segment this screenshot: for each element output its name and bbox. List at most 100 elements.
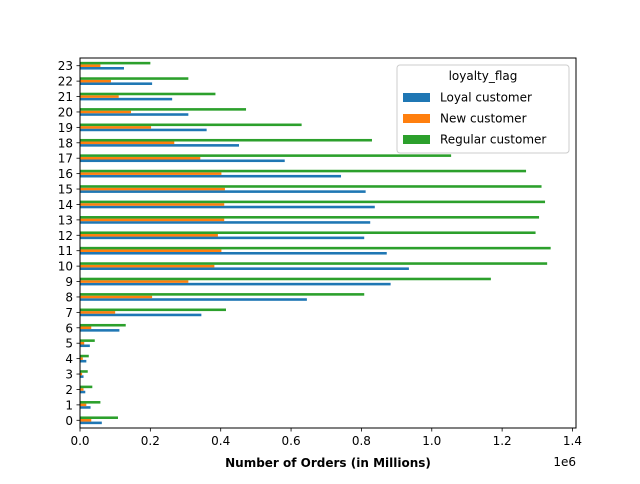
bar-regular-customer-16 <box>80 169 527 173</box>
x-tick-label: 0.6 <box>282 434 301 448</box>
legend-frame <box>396 64 570 154</box>
y-tick-label: 16 <box>58 167 73 181</box>
legend-title: loyalty_flag <box>449 69 518 83</box>
bar-loyal-customer-11 <box>80 251 387 255</box>
bar-loyal-customer-3 <box>80 375 84 378</box>
bar-loyal-customer-16 <box>80 174 342 178</box>
bar-loyal-customer-15 <box>80 190 366 193</box>
y-tick-label: 12 <box>58 229 73 243</box>
bar-regular-customer-17 <box>80 154 452 157</box>
y-tick-label: 6 <box>65 321 73 335</box>
bar-new-customer-0 <box>80 419 92 422</box>
legend-swatch <box>403 135 430 144</box>
y-tick-label: 15 <box>58 183 73 197</box>
bar-new-customer-21 <box>80 95 119 98</box>
y-tick-label: 0 <box>65 414 73 428</box>
bar-regular-customer-11 <box>80 246 551 250</box>
legend-items: Loyal customer New customer Regular custom… <box>403 91 546 147</box>
y-tick-label: 13 <box>58 213 73 227</box>
legend: loyalty_flag Loyal customer New customer R… <box>396 64 570 154</box>
y-tick-label: 18 <box>58 136 73 150</box>
bar-new-customer-20 <box>80 110 132 114</box>
bar-loyal-customer-23 <box>80 66 124 70</box>
bars-group <box>80 61 551 425</box>
legend-swatch <box>403 93 430 102</box>
x-offset-text: 1e6 <box>553 455 576 469</box>
bar-new-customer-12 <box>80 234 218 237</box>
y-tick-label: 5 <box>65 337 73 351</box>
bar-regular-customer-19 <box>80 123 302 127</box>
bar-regular-customer-9 <box>80 277 491 281</box>
axes-frame <box>79 57 577 429</box>
y-tick-label: 14 <box>58 198 73 212</box>
bar-loyal-customer-8 <box>80 298 307 301</box>
bar-new-customer-19 <box>80 126 152 129</box>
bar-regular-customer-4 <box>80 354 89 358</box>
bar-new-customer-16 <box>80 172 222 175</box>
x-tick-label: 1.2 <box>493 434 512 448</box>
bar-regular-customer-2 <box>80 385 93 389</box>
y-tick-label: 2 <box>65 383 73 397</box>
bar-new-customer-13 <box>80 218 225 222</box>
y-tick-label: 4 <box>65 352 73 366</box>
y-tick-label: 21 <box>58 90 73 104</box>
bar-regular-customer-22 <box>80 77 189 80</box>
bar-new-customer-7 <box>80 311 116 314</box>
bar-regular-customer-1 <box>80 401 101 404</box>
y-tick-label: 8 <box>65 290 73 304</box>
y-tick-label: 9 <box>65 275 73 289</box>
bar-regular-customer-0 <box>80 416 118 420</box>
bar-new-customer-1 <box>80 403 87 407</box>
y-tick-label: 3 <box>65 368 73 382</box>
bar-loyal-customer-5 <box>80 344 90 348</box>
bar-regular-customer-12 <box>80 231 536 235</box>
bar-new-customer-10 <box>80 264 215 268</box>
x-tick-label: 0.8 <box>352 434 371 448</box>
bar-regular-customer-20 <box>80 108 247 111</box>
bar-loyal-customer-4 <box>80 359 87 363</box>
bar-regular-customer-15 <box>80 185 542 188</box>
x-tick-label: 0.4 <box>211 434 230 448</box>
bar-regular-customer-10 <box>80 262 548 265</box>
bar-new-customer-8 <box>80 295 153 299</box>
legend-label: Loyal customer <box>440 91 532 105</box>
bar-loyal-customer-1 <box>80 406 91 409</box>
bar-new-customer-14 <box>80 203 225 206</box>
bar-loyal-customer-0 <box>80 421 102 425</box>
bar-loyal-customer-14 <box>80 205 375 209</box>
y-tick-label: 1 <box>65 398 73 412</box>
bar-regular-customer-14 <box>80 200 546 204</box>
bar-new-customer-11 <box>80 249 222 252</box>
y-tick-label: 20 <box>58 105 73 119</box>
bar-loyal-customer-10 <box>80 267 409 270</box>
bar-regular-customer-18 <box>80 138 372 142</box>
bar-loyal-customer-2 <box>80 390 86 394</box>
bar-new-customer-5 <box>80 341 85 345</box>
bar-new-customer-4 <box>80 357 83 360</box>
bar-loyal-customer-17 <box>80 159 285 163</box>
x-tick-label: 0.0 <box>70 434 89 448</box>
legend-swatch <box>403 114 430 123</box>
bar-new-customer-9 <box>80 280 189 283</box>
bar-loyal-customer-22 <box>80 82 153 85</box>
bar-regular-customer-13 <box>80 216 540 219</box>
bar-regular-customer-8 <box>80 293 365 296</box>
x-axis-label: Number of Orders (in Millions) <box>225 456 431 470</box>
x-tick-label: 1.0 <box>422 434 441 448</box>
bar-new-customer-23 <box>80 64 101 67</box>
bar-loyal-customer-7 <box>80 313 202 317</box>
bar-loyal-customer-21 <box>80 97 173 101</box>
bar-new-customer-18 <box>80 141 175 145</box>
bar-regular-customer-7 <box>80 308 226 312</box>
y-tick-label: 11 <box>58 244 73 258</box>
bar-loyal-customer-12 <box>80 236 365 240</box>
y-tick-label: 17 <box>58 152 73 166</box>
legend-label: Regular customer <box>440 133 546 147</box>
bar-new-customer-3 <box>80 372 83 376</box>
bar-loyal-customer-13 <box>80 221 371 224</box>
x-tick-label: 1.4 <box>563 434 582 448</box>
bar-regular-customer-5 <box>80 339 95 342</box>
bar-loyal-customer-18 <box>80 144 239 147</box>
bar-new-customer-15 <box>80 187 225 191</box>
